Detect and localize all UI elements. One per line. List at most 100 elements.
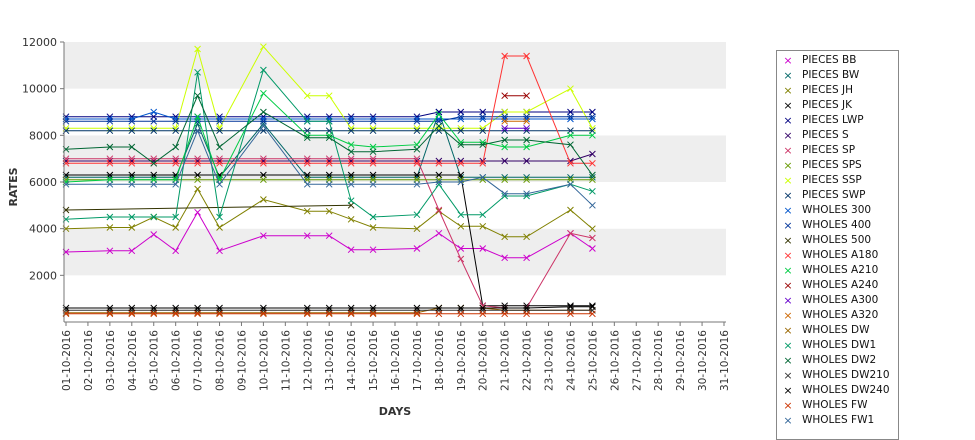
data-point-marker [523,310,530,318]
x-tick-label: 24-10-2016 [565,330,577,391]
legend-item: × WHOLES A180 [777,248,898,263]
legend-item: × WHOLES A300 [777,293,898,308]
data-point-marker [589,201,596,209]
data-point-marker [260,108,267,116]
legend-label: PIECES SSP [802,174,862,186]
series-line [66,55,593,164]
legend-item: × PIECES SWP [777,188,898,203]
data-point-marker [303,310,311,318]
data-point-marker [260,122,267,130]
data-point-marker [150,180,158,188]
data-point-marker [172,310,180,318]
data-point-marker [260,159,267,167]
x-tick-label: 13-10-2016 [324,330,336,391]
data-point-marker [589,310,596,318]
data-point-marker [150,310,158,318]
data-point-marker [589,159,596,167]
data-point-marker [501,117,509,125]
data-point-marker [413,159,421,167]
data-point-marker [150,159,158,167]
x-tick-label: 21-10-2016 [500,330,512,391]
series-group [62,208,596,262]
data-point-marker [128,180,136,188]
data-point-marker [457,113,465,121]
x-axis-title: DAYS [379,405,412,418]
data-point-marker [589,225,596,233]
series-group [62,92,596,179]
data-point-marker [106,180,114,188]
data-point-marker [325,92,333,100]
legend-label: PIECES BW [802,69,860,81]
legend-label: PIECES JH [802,84,854,96]
legend-label: WHOLES DW1 [802,339,877,351]
data-point-marker [216,180,223,188]
legend-item: × PIECES S [777,128,898,143]
data-point-marker [413,304,421,312]
data-point-marker [501,176,509,184]
x-tick-label: 10-10-2016 [258,330,270,391]
data-point-marker [413,225,421,233]
data-point-marker [172,247,180,255]
data-point-marker [589,187,596,195]
legend-label: WHOLES A320 [802,309,879,321]
data-point-marker [325,159,333,167]
legend-item: × WHOLES DW240 [777,383,898,398]
data-point-marker [501,304,509,312]
legend-label: WHOLES DW240 [802,384,890,396]
data-point-marker [457,304,465,312]
data-point-marker [369,246,377,254]
x-tick-label: 30-10-2016 [697,330,709,391]
legend-swatch-icon: × [783,114,793,127]
data-point-marker [194,304,201,312]
data-point-marker [589,234,596,242]
x-tick-label: 26-10-2016 [609,330,621,391]
data-point-marker [172,143,180,151]
data-point-marker [325,117,333,125]
legend-swatch-icon: × [783,69,793,82]
series-line [65,211,593,259]
series-lines [62,43,596,318]
data-point-marker [194,113,201,121]
data-point-marker [589,303,596,311]
legend-item: × WHOLES DW2 [777,353,898,368]
legend-item: × PIECES JH [777,83,898,98]
data-point-marker [106,127,114,135]
legend-label: WHOLES 300 [802,204,872,216]
data-point-marker [128,213,136,221]
data-point-marker [501,143,509,151]
data-point-marker [303,232,311,240]
data-point-marker [325,232,333,240]
data-point-marker [216,224,223,231]
legend-swatch-icon: × [783,204,793,217]
data-point-marker [457,178,465,186]
data-point-marker [216,117,223,125]
data-point-marker [523,190,530,198]
series-group [501,124,530,132]
series-group [501,92,530,100]
legend-swatch-icon: × [783,324,793,337]
data-point-marker [347,180,355,188]
data-point-marker [567,131,574,139]
legend-item: × WHOLES DW210 [777,368,898,383]
data-point-marker [501,92,509,100]
legend-item: × PIECES SPS [777,158,898,173]
series-line [66,125,593,206]
data-point-marker [523,176,530,184]
x-tick-label: 15-10-2016 [368,330,380,391]
legend-swatch-icon: × [783,129,793,142]
data-point-marker [523,117,530,125]
x-tick-label: 02-10-2016 [83,330,95,391]
x-tick-label: 29-10-2016 [675,330,687,391]
data-point-marker [413,310,421,318]
data-point-marker [523,52,530,60]
data-point-marker [347,117,355,125]
data-point-marker [303,117,311,125]
data-point-marker [216,213,223,221]
legend-item: × WHOLES A320 [777,308,898,323]
data-point-marker [194,159,201,167]
data-point-marker [589,245,596,252]
data-point-marker [128,224,136,231]
data-point-marker [479,173,487,181]
legend-swatch-icon: × [783,384,793,397]
data-point-marker [369,180,377,188]
